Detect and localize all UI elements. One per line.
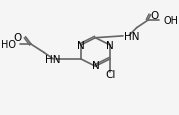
Text: N: N (77, 41, 84, 51)
Text: HN: HN (45, 54, 61, 64)
Text: HO: HO (1, 40, 16, 50)
Text: N: N (91, 61, 99, 71)
Text: O: O (14, 33, 22, 42)
Text: HN: HN (124, 32, 139, 42)
Text: O: O (150, 11, 158, 21)
Text: N: N (106, 41, 114, 51)
Text: OH: OH (163, 16, 178, 26)
Text: Cl: Cl (105, 70, 115, 80)
